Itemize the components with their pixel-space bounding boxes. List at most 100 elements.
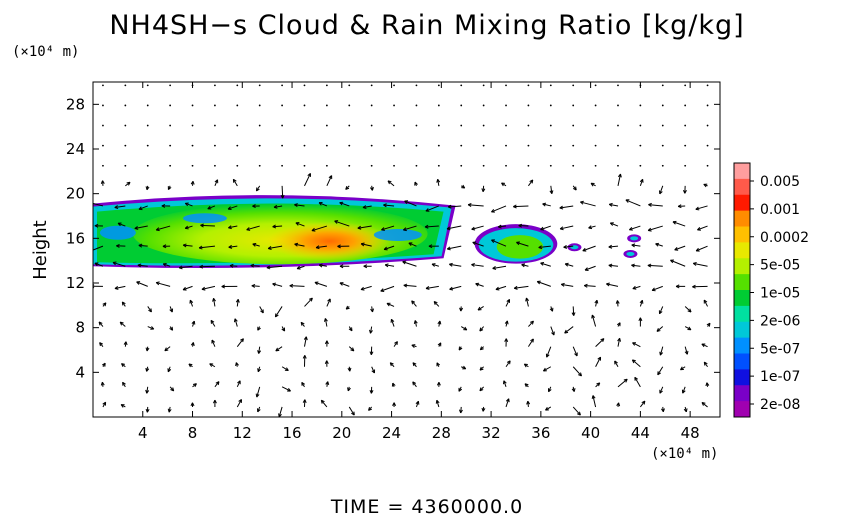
y-axis-label: Height	[30, 220, 51, 280]
wind-vector-head	[99, 342, 104, 347]
wind-vector-head	[547, 388, 552, 393]
wind-vector-head	[616, 402, 621, 407]
wind-vector-head	[614, 360, 618, 365]
wind-vector	[393, 144, 395, 147]
wind-vector	[169, 104, 172, 107]
wind-vector-head	[212, 297, 216, 302]
wind-vector-head	[446, 246, 451, 251]
wind-vector	[146, 124, 149, 127]
wind-vector	[492, 265, 507, 269]
wind-vector-head	[289, 283, 294, 288]
wind-vector	[156, 225, 171, 231]
wind-vector	[697, 225, 708, 231]
colorbar-segment	[734, 163, 750, 180]
wind-vector-head	[501, 182, 506, 187]
wind-vector	[211, 339, 216, 347]
wind-vector	[214, 104, 216, 107]
wind-vector	[191, 104, 194, 107]
wind-vector	[259, 306, 264, 314]
wind-vector-head	[597, 356, 602, 361]
wind-vector-head	[574, 352, 578, 357]
wind-vector	[695, 205, 708, 210]
wind-vector-head	[278, 413, 282, 417]
colorbar-segment	[734, 258, 750, 275]
wind-vector	[703, 299, 709, 307]
wind-vector-head	[461, 184, 466, 189]
wind-vector-head	[656, 328, 661, 332]
wind-vector-head	[559, 226, 564, 231]
wind-vector	[251, 285, 260, 287]
wind-vector	[124, 84, 127, 87]
wind-vector-head	[467, 203, 472, 207]
wind-vector-head	[280, 194, 285, 199]
wind-vector-head	[228, 244, 233, 249]
wind-vector	[324, 318, 328, 327]
wind-vector-head	[182, 243, 187, 248]
colorbar-label: 2e-06	[760, 313, 800, 329]
wind-vector	[169, 84, 172, 87]
wind-vector-head	[384, 263, 389, 268]
x-tick-label: 40	[581, 424, 600, 442]
wind-vector	[617, 144, 619, 147]
wind-vector	[514, 285, 529, 289]
wind-vector-head	[266, 265, 271, 270]
wind-vector-head	[695, 247, 700, 252]
wind-vector	[659, 346, 664, 356]
wind-vector-head	[198, 245, 203, 250]
wind-vector	[505, 164, 507, 167]
wind-vector	[447, 245, 462, 250]
wind-vector	[415, 84, 418, 87]
wind-vector-head	[138, 206, 143, 211]
wind-vector	[437, 144, 440, 147]
wind-vector	[268, 245, 283, 249]
wind-vector-head	[119, 321, 124, 326]
wind-vector	[214, 144, 216, 147]
wind-vector-head	[695, 206, 700, 211]
wind-vector-head	[639, 299, 644, 304]
wind-vector-head	[252, 242, 257, 247]
wind-vector-head	[525, 297, 530, 302]
wind-vector	[505, 144, 507, 147]
wind-vector	[505, 398, 510, 408]
wind-vector	[303, 336, 307, 347]
wind-vector	[281, 104, 283, 107]
wind-vector-head	[311, 227, 316, 232]
wind-vector-head	[190, 180, 195, 185]
wind-vector	[446, 225, 462, 230]
wind-vector	[281, 144, 283, 147]
wind-vector	[505, 299, 510, 307]
wind-vector-head	[267, 246, 272, 250]
wind-vector	[370, 104, 373, 107]
wind-vector-head	[563, 244, 568, 249]
x-tick-label: 8	[188, 424, 198, 442]
wind-vector	[314, 281, 328, 287]
wind-vector	[258, 104, 261, 107]
wind-vector	[695, 245, 708, 252]
wind-vector	[295, 222, 305, 227]
wind-vector	[437, 124, 440, 127]
wind-vector-head	[530, 338, 534, 343]
wind-vector	[684, 346, 688, 355]
wind-vector	[560, 225, 574, 230]
wind-vector-head	[318, 201, 323, 206]
wind-vector-head	[169, 308, 174, 313]
colorbar-segment	[734, 290, 750, 307]
wind-vector	[146, 84, 149, 87]
colorbar-label: 0.001	[760, 202, 800, 218]
wind-vector-head	[564, 329, 569, 334]
wind-vector-head	[345, 185, 350, 190]
wind-vector	[528, 320, 534, 327]
wind-vector-head	[94, 223, 99, 228]
wind-vector-head	[638, 317, 643, 322]
wind-vector-head	[697, 227, 701, 231]
wind-vector	[236, 299, 239, 307]
chart-title: NH4SH−s Cloud & Rain Mixing Ratio [kg/kg…	[109, 10, 745, 41]
wind-vector-head	[641, 400, 646, 405]
wind-vector-head	[201, 286, 206, 291]
wind-vector-head	[572, 186, 577, 191]
wind-vector-head	[479, 366, 484, 371]
wind-vector	[325, 164, 328, 167]
wind-vector-head	[272, 282, 277, 287]
wind-vector-head	[677, 204, 682, 209]
wind-vector	[281, 386, 291, 392]
